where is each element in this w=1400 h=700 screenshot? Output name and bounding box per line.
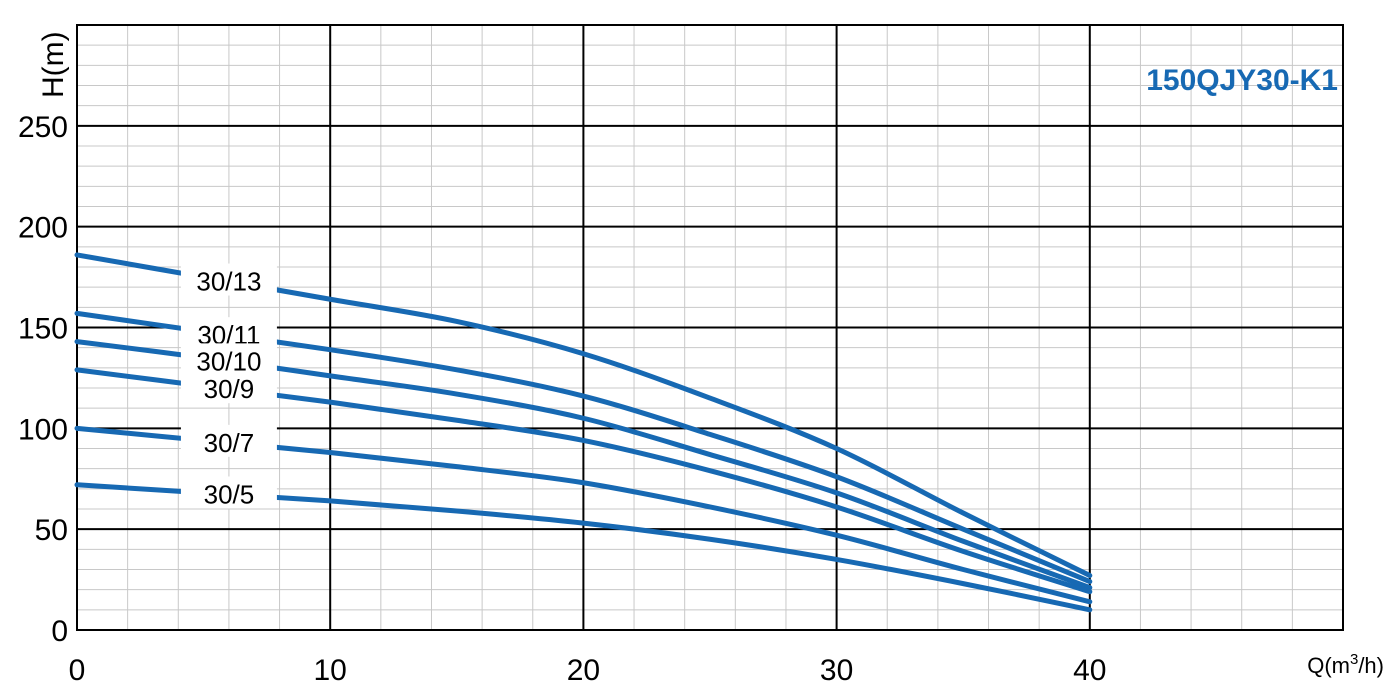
y-tick-label: 250 (18, 111, 68, 144)
series-label-30-5: 30/5 (204, 479, 255, 509)
series-label-bg (180, 476, 277, 509)
series-label-30-13: 30/13 (196, 267, 261, 297)
x-tick-label: 20 (567, 654, 600, 687)
x-axis-title-superscript: 3 (1350, 651, 1358, 668)
major-grid (76, 24, 1344, 631)
series-label-30-7: 30/7 (204, 428, 255, 458)
y-tick-label: 150 (18, 313, 68, 346)
y-tick-label: 50 (35, 514, 68, 547)
x-axis-title: Q(m3/h) (1307, 651, 1384, 678)
x-tick-label: 10 (314, 654, 347, 687)
plot-border (76, 24, 1344, 631)
series-label-bg (180, 343, 277, 376)
series-label-bg (180, 371, 277, 404)
y-axis-title: H(m) (37, 31, 70, 98)
series-label-bg (180, 424, 277, 457)
model-label: 150QJY30-K1 (1146, 64, 1338, 97)
x-axis-title-suffix: /h) (1358, 653, 1384, 678)
y-tick-label: 0 (51, 615, 68, 648)
x-tick-label: 40 (1073, 654, 1106, 687)
tick-labels: 0 10 20 30 40 0 50 100 150 200 250 (18, 111, 1107, 687)
series-label-30-9: 30/9 (204, 374, 255, 404)
series-label-bg (180, 263, 277, 296)
x-tick-label: 0 (69, 654, 86, 687)
x-tick-label: 30 (820, 654, 853, 687)
x-axis-title-prefix: Q(m (1307, 653, 1350, 678)
y-tick-label: 100 (18, 413, 68, 446)
y-tick-label: 200 (18, 212, 68, 245)
